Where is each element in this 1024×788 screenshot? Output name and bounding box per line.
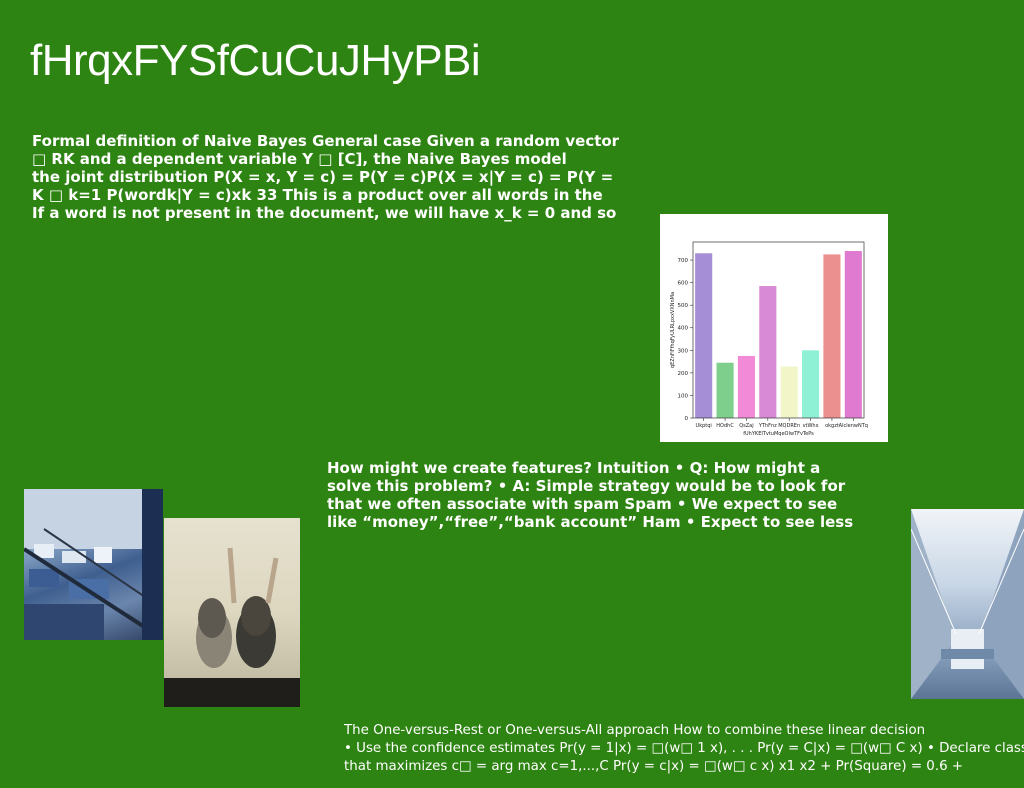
bar: [695, 253, 713, 418]
bar: [844, 251, 862, 418]
y-tick-label: 100: [678, 393, 689, 399]
bar: [823, 254, 841, 418]
city-stairs-photo: [24, 489, 163, 640]
bar-chart: 0 100 200 300 400 500 600 700 Ukptqi HOdhC QsZaj YT…: [660, 214, 888, 442]
y-tick-label: 400: [678, 326, 689, 332]
slide-title: fHrqxFYSfCuCuJHyPBi: [30, 36, 481, 85]
features-paragraph: How might we create features? Intuition …: [327, 459, 853, 531]
x-tick-label: QsZaj: [739, 423, 753, 429]
text-line: How might we create features? Intuition …: [327, 459, 821, 477]
text-line: If a word is not present in the document…: [32, 204, 617, 222]
one-vs-rest-paragraph: The One-versus-Rest or One-versus-All ap…: [344, 722, 1024, 776]
bar: [780, 366, 798, 418]
people-photo: [164, 518, 300, 707]
x-axis-label: fUhYKEITvtuMqeOIwTFvTePs: [743, 431, 814, 437]
x-tick-label: okgzt: [825, 423, 839, 429]
text-line: that maximizes c□ = arg max c=1,...,C Pr…: [344, 759, 964, 774]
naive-bayes-paragraph: Formal definition of Naive Bayes General…: [32, 132, 619, 222]
bar: [759, 286, 777, 418]
y-tick-label: 200: [678, 371, 689, 377]
text-line: solve this problem? • A: Simple strategy…: [327, 477, 846, 495]
bar: [716, 362, 734, 418]
text-line: • Use the confidence estimates Pr(y = 1|…: [344, 741, 1024, 756]
x-tick-label: Ukptqi: [696, 423, 712, 429]
x-tick-label: vtWhx: [803, 423, 819, 429]
y-axis-label: qEZnFiFfhqFyULRLpxxVXNnMa: [670, 292, 676, 368]
y-tick-label: 600: [678, 281, 689, 287]
text-line: the joint distribution P(X = x, Y = c) =…: [32, 168, 614, 186]
bar-chart-svg: 0 100 200 300 400 500 600 700 Ukptqi HOdhC QsZaj YT…: [670, 241, 868, 437]
bar: [802, 350, 820, 418]
x-tick-label: AlclenwNTq: [839, 423, 868, 429]
arcade-photo: [911, 509, 1024, 699]
x-tick-label: YThFnz: [758, 423, 777, 429]
y-tick-label: 700: [678, 258, 689, 264]
y-tick-label: 300: [678, 348, 689, 354]
y-tick-label: 0: [685, 416, 689, 422]
text-line: Formal definition of Naive Bayes General…: [32, 132, 620, 150]
text-line: like “money”,“free”,“bank account” Ham •…: [327, 513, 854, 531]
text-line: The One-versus-Rest or One-versus-All ap…: [344, 723, 926, 738]
x-tick-label: MQDREn: [778, 423, 800, 429]
text-line: that we often associate with spam Spam •…: [327, 495, 838, 513]
text-line: □ RK and a dependent variable Y □ [C], t…: [32, 150, 567, 168]
plot-frame: [692, 241, 865, 419]
text-line: K □ k=1 P(wordk|Y = c)xk 33 This is a pr…: [32, 186, 603, 204]
x-tick-label: HOdhC: [716, 423, 734, 429]
bar: [737, 355, 755, 418]
y-tick-label: 500: [678, 303, 689, 309]
